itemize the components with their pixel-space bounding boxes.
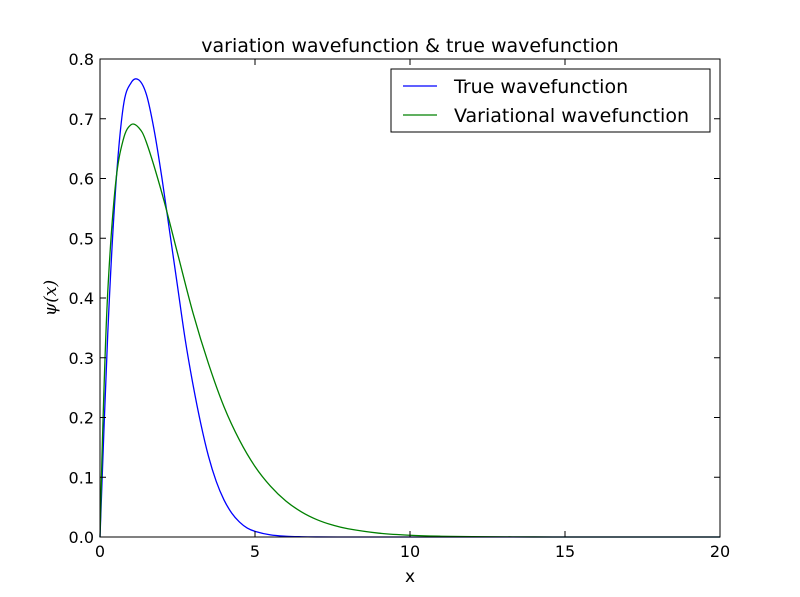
y-tick-label: 0.2: [69, 409, 94, 428]
legend-label: Variational wavefunction: [454, 105, 689, 127]
x-tick-label: 5: [250, 542, 260, 561]
series-line-true-wavefunction: [99, 78, 720, 538]
y-axis-label: ψ(x): [41, 280, 61, 316]
y-tick-label: 0.1: [69, 468, 94, 487]
plot-area: [99, 78, 721, 538]
y-tick-label: 0.7: [69, 110, 94, 129]
y-tick-label: 0.5: [69, 229, 94, 248]
y-tick-label: 0.0: [69, 528, 94, 547]
chart-title: variation wavefunction & true wavefuncti…: [201, 35, 618, 57]
legend: True wavefunction Variational wavefunctio…: [390, 68, 711, 133]
x-axis-label: x: [405, 567, 415, 587]
y-tick-label: 0.4: [69, 289, 94, 308]
x-tick-label: 15: [555, 542, 575, 561]
axis-ticks: 0 5 10 15 20 0.0 0.1 0.2 0.3 0.4 0.5 0.6 0.7 0.8: [69, 50, 731, 561]
x-tick-label: 20: [710, 542, 730, 561]
legend-label: True wavefunction: [453, 76, 628, 98]
x-tick-label: 0: [95, 542, 105, 561]
y-tick-label: 0.3: [69, 349, 94, 368]
series-line-variational-wavefunction: [99, 123, 721, 538]
legend-box: [390, 68, 711, 133]
y-tick-label: 0.8: [69, 50, 94, 69]
x-tick-label: 10: [400, 542, 420, 561]
y-tick-label: 0.6: [69, 170, 94, 189]
